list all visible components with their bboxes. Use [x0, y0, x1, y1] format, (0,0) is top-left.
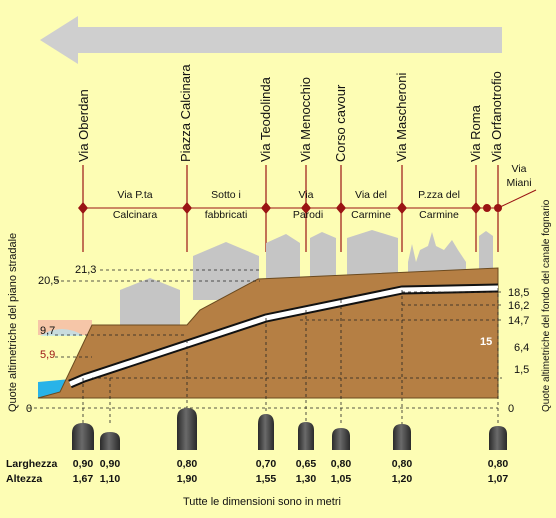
marker-teodolinda	[261, 202, 271, 214]
left-value-20-5: 20,5	[38, 275, 59, 287]
segment-label-miani-2: Miani	[506, 177, 531, 189]
street-markers	[78, 202, 502, 214]
right-value-16-2: 16,2	[508, 300, 529, 312]
right-value-6-4: 6,4	[514, 342, 529, 354]
width-value-5: 0,65	[296, 458, 317, 470]
right-value-18-5: 18,5	[508, 287, 529, 299]
left-value-9-7: 9,7	[40, 325, 55, 337]
marker-miani	[483, 204, 491, 212]
street-label-roma: Via Roma	[468, 104, 483, 162]
marker-roma	[471, 202, 481, 214]
segment-label-pta-calcinara-2: Calcinara	[113, 209, 158, 221]
width-value-4: 0,70	[256, 458, 277, 470]
section-oberdan	[72, 423, 94, 450]
marker-calcinara	[182, 202, 192, 214]
section-calcinara	[177, 408, 197, 450]
left-value-0: 0	[26, 403, 32, 415]
height-value-5: 1,30	[296, 473, 317, 485]
street-label-mascheroni: Via Mascheroni	[394, 73, 409, 162]
segment-label-carmine-2: Carmine	[351, 209, 391, 221]
segment-label-sotto-2: fabbricati	[205, 209, 248, 221]
cross-sections	[72, 408, 507, 450]
right-value-14-7: 14,7	[508, 315, 529, 327]
street-label-oberdan: Via Oberdan	[76, 89, 91, 162]
marker-mascheroni	[397, 202, 407, 214]
segment-label-pta-calcinara-1: Via P.ta	[117, 189, 152, 201]
right-value-0: 0	[508, 403, 514, 415]
street-label-cavour: Corso cavour	[333, 84, 348, 162]
section-oberdan-2	[100, 432, 120, 450]
buildings	[120, 230, 493, 330]
footer-note: Tutte le dimensioni sono in metri	[183, 496, 341, 508]
section-mascheroni	[393, 424, 411, 450]
height-value-4: 1,55	[256, 473, 277, 485]
left-values: 21,3 20,5 9,7 5,9 0	[26, 264, 96, 415]
width-row-label: Larghezza	[6, 458, 58, 470]
street-label-calcinara: Piazza Calcinara	[178, 64, 193, 162]
right-values: 18,5 16,2 14,7 6,4 1,5 0	[508, 287, 529, 415]
height-value-3: 1,90	[177, 473, 198, 485]
width-value-7: 0,80	[392, 458, 413, 470]
left-value-21-3: 21,3	[75, 264, 96, 276]
height-value-2: 1,10	[100, 473, 121, 485]
height-value-7: 1,20	[392, 473, 413, 485]
height-value-1: 1,67	[73, 473, 94, 485]
section-teodolinda	[258, 414, 274, 450]
street-labels: Via Oberdan Piazza Calcinara Via Teodoli…	[76, 64, 504, 162]
miani-leader-line	[497, 189, 537, 209]
width-value-2: 0,90	[100, 458, 121, 470]
right-value-1-5: 1,5	[514, 364, 529, 376]
height-value-8: 1,07	[488, 473, 509, 485]
width-value-6: 0,80	[331, 458, 352, 470]
flow-direction-arrow	[40, 16, 502, 64]
width-value-3: 0,80	[177, 458, 198, 470]
segment-label-carmine-1: Via del	[355, 189, 387, 201]
section-orfanotrofio	[489, 426, 507, 450]
section-menocchio	[298, 422, 314, 450]
right-axis-label: Quote altimetriche del fondo del canale …	[541, 199, 552, 412]
section-cavour	[332, 428, 350, 450]
reference-lines	[28, 269, 502, 409]
height-value-6: 1,05	[331, 473, 352, 485]
section-dropdown-lines	[82, 288, 499, 425]
segment-label-pzza-carmine-1: P.zza del	[418, 189, 460, 201]
left-axis-label: Quote altimetriche del piano stradale	[7, 233, 19, 412]
width-value-8: 0,80	[488, 458, 509, 470]
street-label-orfanotrofio: Via Orfanotrofio	[489, 71, 504, 162]
left-arch	[40, 329, 84, 336]
marker-orfanotrofio	[494, 204, 502, 212]
height-row-label: Altezza	[6, 473, 42, 485]
street-label-menocchio: Via Menocchio	[298, 77, 313, 162]
marker-menocchio	[301, 202, 311, 214]
segment-labels: Via P.ta Calcinara Sotto i fabbricati Vi…	[113, 163, 532, 221]
segment-label-parodi-2: Parodi	[293, 209, 323, 221]
segment-label-sotto-1: Sotto i	[211, 189, 241, 201]
width-value-1: 0,90	[73, 458, 94, 470]
left-value-5-9: 5,9	[40, 349, 55, 361]
dimension-table: Larghezza Altezza 0,90 0,90 0,80 0,70 0,…	[6, 458, 508, 485]
segment-label-parodi-1: Via	[299, 189, 314, 201]
marker-oberdan	[78, 202, 88, 214]
marker-cavour	[336, 202, 346, 214]
street-label-teodolinda: Via Teodolinda	[258, 76, 273, 162]
segment-label-pzza-carmine-2: Carmine	[419, 209, 459, 221]
segment-label-miani-1: Via	[512, 163, 527, 175]
channel-marker-value: 15	[480, 336, 492, 348]
